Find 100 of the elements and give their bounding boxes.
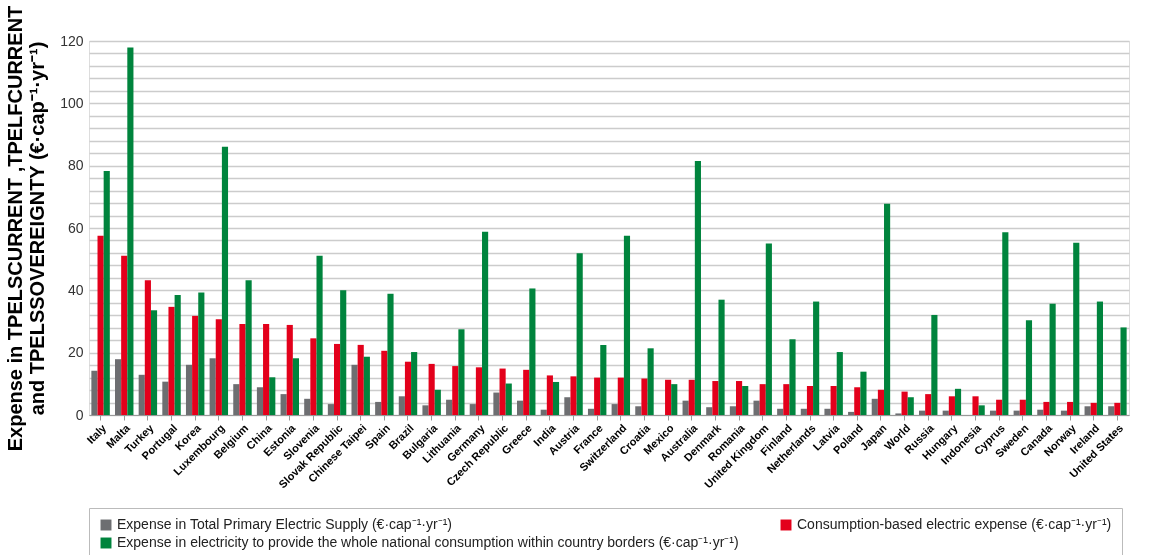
bar xyxy=(688,379,695,415)
bar xyxy=(800,408,807,415)
bar xyxy=(469,404,476,415)
bar xyxy=(1067,401,1074,415)
bar xyxy=(954,388,962,415)
bar xyxy=(777,408,784,415)
bar xyxy=(836,352,843,415)
y-tick-label: 0 xyxy=(75,406,84,423)
bar xyxy=(718,299,725,415)
bar xyxy=(623,235,631,415)
bar xyxy=(209,358,216,415)
bar xyxy=(753,400,760,415)
bar xyxy=(576,253,583,415)
bar xyxy=(824,408,831,415)
bar xyxy=(475,367,483,415)
bar xyxy=(729,406,736,415)
bar xyxy=(848,411,855,415)
bar xyxy=(1025,320,1033,415)
bar xyxy=(901,391,908,415)
bar xyxy=(759,384,766,415)
bar xyxy=(458,329,465,415)
bar xyxy=(493,392,500,415)
bar xyxy=(647,348,654,415)
bar xyxy=(523,369,530,415)
bar xyxy=(221,146,229,415)
bar xyxy=(310,338,317,415)
bar xyxy=(948,396,955,415)
bar xyxy=(877,389,885,415)
bar xyxy=(428,363,435,415)
bar xyxy=(830,386,837,415)
bar xyxy=(505,383,512,415)
bar xyxy=(375,401,382,415)
bar xyxy=(1073,242,1080,415)
bar xyxy=(340,290,347,415)
y-tick-label: 80 xyxy=(67,157,84,174)
bar xyxy=(263,323,270,415)
bar xyxy=(398,396,405,415)
bar xyxy=(269,377,276,415)
bar xyxy=(1049,303,1056,415)
bar xyxy=(600,344,607,415)
bar xyxy=(327,404,334,415)
bar xyxy=(91,370,98,415)
bar xyxy=(1037,409,1044,415)
bar xyxy=(411,352,418,415)
y-tick-label: 100 xyxy=(60,94,84,111)
bar xyxy=(198,292,205,415)
bar xyxy=(144,280,151,415)
bar xyxy=(1108,406,1115,415)
bar xyxy=(97,235,104,415)
bar xyxy=(174,295,181,415)
bar xyxy=(682,400,689,415)
y-tick-label: 40 xyxy=(67,281,84,298)
bar xyxy=(564,397,571,415)
bar xyxy=(138,374,145,415)
bar xyxy=(925,394,932,415)
legend-label: Expense in Total Primary Electric Supply (€·cap⁻¹·yr⁻¹) xyxy=(117,516,452,532)
y-tick-label: 120 xyxy=(60,32,84,49)
bar xyxy=(115,359,122,415)
bar xyxy=(280,394,287,415)
bar xyxy=(978,405,985,415)
bar xyxy=(665,379,672,415)
legend-label: Expense in electricity to provide the whole national consumption within country borders (€·cap⁻¹·yr⁻¹) xyxy=(117,534,739,550)
bar xyxy=(931,314,938,415)
bar xyxy=(884,203,891,415)
bar xyxy=(611,404,618,415)
bar xyxy=(517,400,524,415)
bar xyxy=(783,384,790,415)
bar xyxy=(446,399,453,415)
bar xyxy=(529,288,536,415)
bar xyxy=(316,255,323,415)
y-tick-label: 60 xyxy=(67,219,84,236)
bar xyxy=(1114,402,1121,415)
bar xyxy=(256,387,264,415)
bar xyxy=(121,255,128,415)
bar xyxy=(150,310,158,415)
bar xyxy=(540,409,547,415)
bar xyxy=(806,386,814,415)
bar xyxy=(357,344,364,415)
bar xyxy=(742,386,749,415)
bar xyxy=(635,406,642,415)
bar xyxy=(813,301,820,415)
bar xyxy=(168,306,175,415)
bar xyxy=(452,366,459,415)
bar xyxy=(735,381,743,415)
bar xyxy=(304,398,311,415)
bar xyxy=(617,377,624,415)
bar xyxy=(363,356,370,415)
bar xyxy=(1043,401,1050,415)
bar xyxy=(404,361,412,415)
bar xyxy=(434,389,441,415)
bar xyxy=(351,364,358,415)
bar xyxy=(292,358,299,415)
bar xyxy=(215,319,222,415)
bar xyxy=(233,384,240,415)
bar xyxy=(546,375,553,415)
bar xyxy=(1084,406,1091,415)
bar xyxy=(387,293,394,415)
bar xyxy=(127,47,134,415)
bar xyxy=(1002,232,1009,415)
bar xyxy=(1090,402,1097,415)
